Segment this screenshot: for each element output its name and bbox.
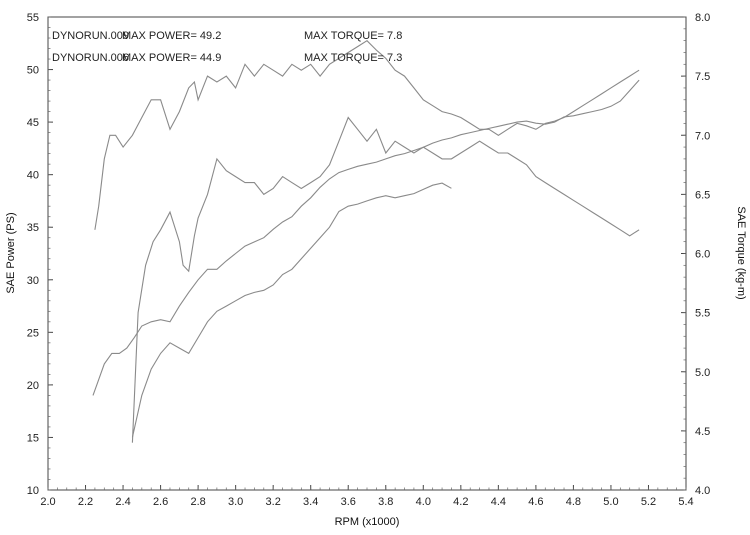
y2-tick-label: 8.0 <box>695 12 710 24</box>
y2-tick-label: 7.5 <box>695 71 710 83</box>
x-axis-title: RPM (x1000) <box>335 516 400 528</box>
x-tick-label: 5.2 <box>641 496 656 508</box>
y-tick-label: 40 <box>27 170 39 182</box>
x-tick-label: 2.6 <box>153 496 168 508</box>
x-tick-label: 2.8 <box>190 496 205 508</box>
y2-tick-label: 4.0 <box>695 485 710 497</box>
x-tick-label: 2.0 <box>40 496 55 508</box>
x-tick-label: 4.2 <box>453 496 468 508</box>
y-tick-label: 55 <box>27 12 39 24</box>
y-tick-label: 30 <box>27 275 39 287</box>
x-tick-label: 4.4 <box>491 496 506 508</box>
x-tick-label: 3.4 <box>303 496 318 508</box>
plot-area <box>47 16 687 491</box>
max-power-label: MAX POWER= 49.2 <box>122 30 221 42</box>
y2-tick-label: 4.5 <box>695 426 710 438</box>
x-tick-label: 4.8 <box>566 496 581 508</box>
series-line-3 <box>94 40 640 230</box>
max-power-label: MAX POWER= 44.9 <box>122 52 221 64</box>
x-tick-label: 3.6 <box>341 496 356 508</box>
y2-tick-label: 7.0 <box>695 130 710 142</box>
series-line-4 <box>131 116 640 443</box>
x-tick-label: 3.0 <box>228 496 243 508</box>
y-tick-label: 10 <box>27 485 39 497</box>
x-tick-label: 3.2 <box>266 496 281 508</box>
x-tick-label: 4.0 <box>416 496 431 508</box>
y2-tick-label: 5.0 <box>695 367 710 379</box>
max-torque-label: MAX TORQUE= 7.8 <box>304 30 402 42</box>
y-tick-label: 25 <box>27 327 39 339</box>
x-tick-label: 3.8 <box>378 496 393 508</box>
max-torque-label: MAX TORQUE= 7.3 <box>304 52 402 64</box>
y-tick-label: 15 <box>27 432 39 444</box>
x-tick-label: 2.4 <box>115 496 130 508</box>
y2-tick-label: 6.5 <box>695 189 710 201</box>
x-tick-label: 5.0 <box>603 496 618 508</box>
run-name-label: DYNORUN.006 <box>52 52 129 64</box>
y-tick-label: 45 <box>27 117 39 129</box>
y2-tick-label: 6.0 <box>695 249 710 261</box>
x-tick-label: 5.4 <box>678 496 693 508</box>
y2-tick-label: 5.5 <box>695 308 710 320</box>
y-tick-label: 35 <box>27 222 39 234</box>
x-tick-label: 4.6 <box>528 496 543 508</box>
series-line-2 <box>131 182 452 438</box>
run-name-label: DYNORUN.009 <box>52 30 129 42</box>
x-tick-label: 2.2 <box>78 496 93 508</box>
y-tick-label: 50 <box>27 65 39 77</box>
y2-axis-title: SAE Torque (kg-m) <box>735 206 747 299</box>
series-line-1 <box>92 79 640 396</box>
y-axis-title: SAE Power (PS) <box>5 212 17 293</box>
y-tick-label: 20 <box>27 380 39 392</box>
